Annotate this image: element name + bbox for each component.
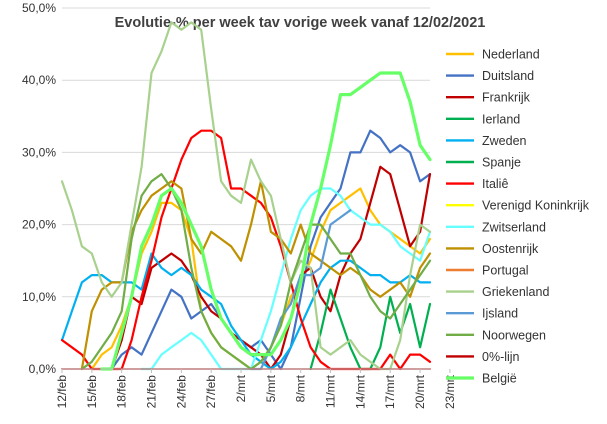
x-tick-label: 18/feb (115, 375, 129, 409)
x-tick-label: 20/mrt (413, 374, 427, 409)
legend-label: Italiê (482, 177, 508, 191)
legend-label: Griekenland (482, 285, 549, 299)
legend-label: Frankrijk (482, 91, 531, 105)
chart-title: Evolutie-% per week tav vorige week vana… (115, 15, 486, 31)
x-tick-label: 14/mrt (353, 374, 367, 409)
y-tick-label: 0,0% (29, 362, 57, 376)
legend-label: Ijsland (482, 307, 518, 321)
x-tick-label: 2/mrt (234, 374, 248, 402)
series-line (100, 71, 432, 371)
x-tick-label: 8/mrt (294, 374, 308, 402)
x-tick-label: 17/mrt (383, 374, 397, 409)
x-tick-label: 24/feb (174, 375, 188, 409)
y-tick-label: 50,0% (22, 1, 56, 15)
legend: Nederland Duitsland Frankrijk Ierland Zweden… (446, 48, 590, 386)
x-tick-label: 21/feb (145, 375, 159, 409)
legend-label: Oostenrijk (482, 242, 539, 256)
legend-label: Nederland (482, 48, 540, 62)
y-tick-label: 40,0% (22, 73, 56, 87)
legend-label: Noorwegen (482, 328, 546, 342)
series-line (80, 180, 432, 371)
legend-label: Portugal (482, 264, 529, 278)
series-line (80, 173, 432, 371)
legend-label: Duitsland (482, 69, 534, 83)
x-tick-label: 27/feb (204, 375, 218, 409)
series-line (60, 252, 432, 371)
series-line (309, 288, 432, 371)
y-tick-label: 30,0% (22, 145, 56, 159)
y-tick-label: 10,0% (22, 290, 56, 304)
legend-label: Spanje (482, 156, 521, 170)
x-tick-label: 15/feb (85, 375, 99, 409)
legend-label: Ierland (482, 112, 520, 126)
x-tick-label: 5/mrt (264, 374, 278, 402)
x-tick-label: 12/feb (55, 375, 69, 409)
legend-label: België (482, 372, 517, 386)
legend-label: Verenigd Koninkrijk (482, 199, 590, 213)
legend-label: Zwitserland (482, 220, 546, 234)
axes: 0,0% 10,0% 20,0% 30,0% 40,0% 50,0% 12/feb 15/fe… (22, 1, 457, 409)
series-lines (60, 21, 432, 371)
series-line (60, 21, 432, 371)
legend-label: 0%-lijn (482, 350, 520, 364)
x-tick-label: 23/mrt (443, 374, 457, 409)
legend-label: Zweden (482, 134, 527, 148)
y-tick-label: 20,0% (22, 218, 56, 232)
x-tick-label: 11/mrt (324, 374, 338, 408)
